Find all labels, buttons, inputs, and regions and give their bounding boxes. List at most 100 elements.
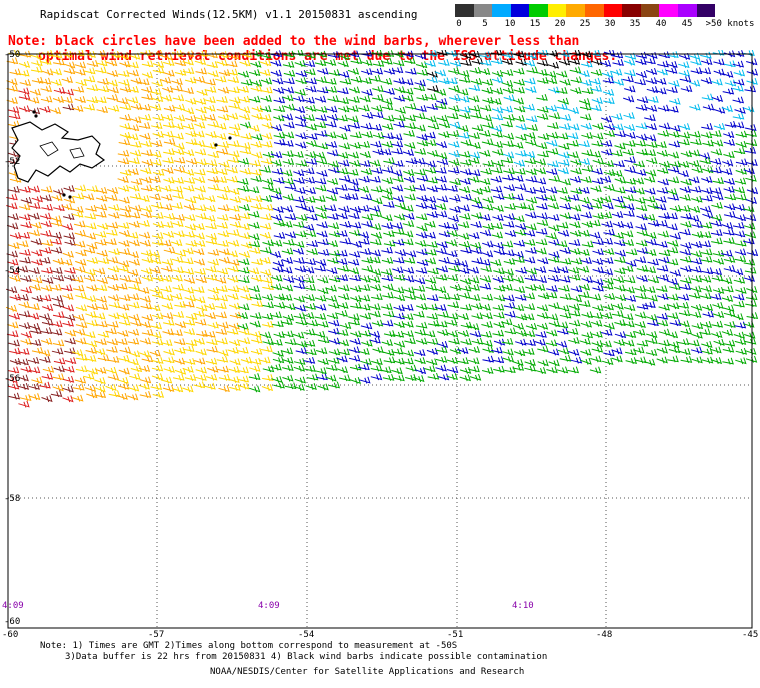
wind-barb	[51, 194, 63, 202]
wind-barb	[7, 213, 19, 221]
wind-barb	[591, 132, 604, 140]
wind-barb	[41, 372, 54, 380]
wind-barb	[601, 220, 613, 228]
wind-barb	[249, 246, 261, 254]
wind-barb	[162, 130, 174, 138]
wind-barb	[724, 321, 736, 328]
wind-barb	[6, 330, 19, 338]
wind-barb	[50, 237, 62, 245]
wind-barb	[284, 382, 297, 390]
wind-barb	[369, 256, 381, 264]
wind-barb	[580, 79, 592, 87]
wind-barb	[723, 255, 736, 263]
wind-barb	[40, 194, 52, 202]
wind-barb	[207, 70, 219, 78]
wind-barb	[251, 151, 263, 159]
wind-barb	[215, 276, 227, 284]
footer-credit: NOAA/NESDIS/Center for Satellite Applica…	[210, 667, 525, 677]
wind-barb	[358, 348, 370, 355]
wind-barb	[603, 349, 615, 357]
wind-barb	[328, 230, 341, 238]
wind-barb	[624, 156, 636, 164]
wind-barb	[514, 228, 527, 236]
wind-barb	[614, 331, 627, 339]
wind-barb	[490, 259, 502, 266]
wind-barb	[238, 303, 250, 311]
wind-barb	[159, 76, 172, 84]
wind-barb	[636, 213, 648, 221]
wind-barb	[591, 97, 603, 105]
wind-barb	[446, 222, 459, 230]
chart-title: Rapidscat Corrected Winds(12.5KM) v1.1 2…	[40, 8, 418, 21]
legend-label: 45	[681, 19, 693, 29]
wind-barb	[19, 79, 32, 87]
wind-barb	[85, 346, 98, 354]
wind-barb	[654, 203, 667, 211]
wind-barb	[678, 320, 690, 328]
wind-barb	[160, 203, 173, 211]
wind-barb	[523, 313, 535, 321]
wind-barb	[141, 274, 153, 282]
wind-barb	[185, 313, 198, 320]
wind-barb	[547, 147, 559, 155]
wind-barb	[152, 221, 164, 229]
wind-barb	[74, 96, 86, 103]
wind-barb	[273, 219, 285, 227]
wind-barb	[31, 59, 43, 67]
wind-barb	[182, 365, 194, 373]
legend-swatch	[566, 4, 586, 17]
wind-barb	[227, 76, 240, 84]
wind-barb	[315, 204, 327, 212]
wind-barb	[281, 113, 294, 121]
wind-barb	[370, 231, 383, 239]
wind-barb	[294, 230, 307, 238]
wind-barb	[545, 104, 558, 112]
wind-barb	[491, 222, 503, 230]
wind-barb	[743, 274, 755, 282]
wind-barb	[317, 287, 329, 295]
wind-barb	[699, 231, 712, 239]
wind-barb	[72, 85, 85, 93]
wind-barb	[393, 357, 405, 365]
wind-barb	[314, 95, 327, 103]
wind-barb	[196, 304, 208, 312]
wind-barb	[449, 283, 462, 291]
wind-barb	[602, 76, 615, 84]
wind-barb	[581, 220, 593, 228]
wind-barb	[337, 60, 349, 68]
wind-barb	[74, 229, 87, 237]
wind-barb	[348, 86, 361, 94]
wind-barb	[160, 285, 172, 293]
wind-barb	[84, 212, 97, 220]
wind-barb	[580, 320, 592, 328]
wind-barb	[259, 356, 271, 364]
wind-barb	[416, 93, 429, 101]
wind-barb	[281, 256, 293, 264]
wind-barb	[273, 301, 286, 309]
wind-barb	[402, 230, 414, 238]
legend-label: 20	[554, 19, 566, 29]
wind-barb	[699, 292, 712, 300]
small-islet	[228, 136, 232, 140]
wind-barb	[578, 248, 590, 256]
wind-barb	[635, 103, 648, 111]
wind-barb	[603, 97, 615, 105]
wind-barb	[733, 300, 745, 308]
wind-barb	[548, 86, 560, 94]
wind-barb	[436, 158, 449, 166]
wind-barb	[713, 106, 726, 114]
wind-barb	[94, 267, 106, 275]
wind-barb	[84, 331, 96, 339]
wind-barb	[18, 322, 31, 330]
wind-barb	[425, 50, 438, 57]
wind-barb	[182, 168, 195, 176]
wind-barb	[723, 177, 735, 185]
wind-barb	[701, 187, 713, 195]
wind-barb	[150, 185, 162, 192]
wind-barb	[733, 203, 746, 211]
wind-barb	[361, 220, 373, 228]
wind-barb	[182, 286, 195, 294]
wind-barb	[677, 301, 690, 309]
wind-barb	[160, 339, 173, 347]
wind-barb	[30, 65, 43, 73]
